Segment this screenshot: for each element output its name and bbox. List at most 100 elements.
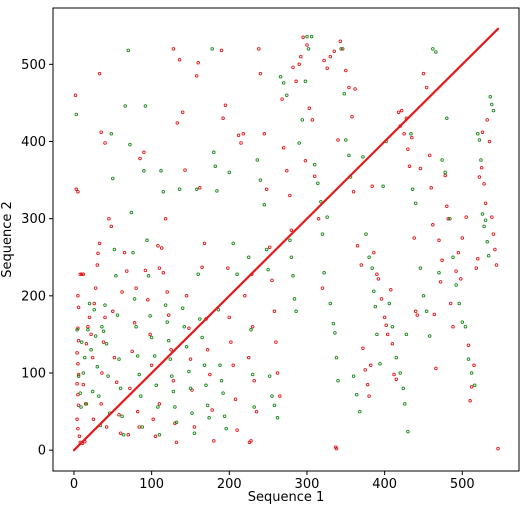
data-point [202,241,207,246]
data-point [114,380,119,385]
data-point [202,363,207,368]
data-point [446,216,451,221]
data-point [469,385,474,389]
data-point [300,118,305,122]
data-point [354,392,359,397]
data-point [90,355,95,360]
data-point [198,186,202,190]
data-point [297,62,301,67]
data-point [114,274,118,278]
data-point [76,189,80,194]
ticks-layer: 0 100 200 300 400 500 0 100 200 300 400 500 [21,58,475,492]
data-point [192,431,197,435]
data-point [275,371,280,375]
x-tick-label: 100 [139,477,164,492]
data-point [378,361,382,366]
data-point [151,417,155,422]
data-point [294,79,298,84]
data-point [123,104,127,108]
data-point [342,91,347,96]
x-axis-label: Sequence 1 [248,490,325,505]
data-point [252,405,256,409]
data-point [79,272,84,276]
data-point [177,187,182,192]
data-point [309,34,314,39]
data-point [270,394,274,398]
data-point [212,439,216,443]
data-point [76,426,80,431]
data-point [87,301,92,306]
data-point [174,420,179,425]
data-point [451,255,455,259]
data-point [445,116,449,121]
data-point [394,355,399,360]
data-point [258,71,263,76]
data-point [76,361,80,366]
data-point [89,332,93,337]
y-tick-label: 500 [21,58,46,73]
data-point [424,309,429,314]
data-point [418,266,423,270]
data-point [407,164,412,168]
data-point [299,54,303,59]
data-point [86,324,90,329]
data-point [219,378,224,383]
data-point [403,402,407,406]
data-point [96,251,100,256]
data-point [418,166,423,171]
data-point [252,378,256,383]
data-point [255,158,260,162]
data-point [409,132,413,136]
data-point [187,369,191,374]
data-point [483,201,488,205]
data-point [334,355,339,360]
data-point [99,402,103,406]
data-point [235,272,239,276]
data-point [483,218,488,222]
data-point [140,425,145,429]
data-point [79,405,83,409]
data-point [112,247,117,252]
data-point [301,35,305,40]
data-point [143,104,148,108]
data-point [280,97,284,101]
data-point [92,301,96,306]
data-point [250,324,255,329]
data-point [457,301,461,306]
data-point [334,446,339,451]
data-point [227,170,232,175]
data-point [336,378,340,383]
data-point [121,432,126,437]
data-point [84,341,89,346]
data-point [310,118,315,122]
data-point [367,394,371,398]
data-point [375,332,379,337]
data-point [291,274,295,278]
data-point [375,272,379,276]
data-point [218,363,222,368]
data-point [165,320,169,324]
data-point [180,306,185,310]
data-point [406,147,410,151]
y-axis-label: Sequence 2 [0,201,15,278]
data-point [278,394,282,398]
data-point [231,363,235,368]
data-point [168,357,173,361]
data-point [173,405,177,409]
data-point [398,371,402,375]
data-point [368,363,373,368]
data-point [153,434,158,439]
data-point [76,305,81,310]
data-point [128,142,132,147]
data-point [152,354,157,358]
data-point [448,301,453,306]
diagonal-line [72,27,500,452]
data-point [213,164,218,168]
data-point [390,324,395,329]
data-point [351,374,356,378]
data-point [83,355,87,360]
data-point [250,372,255,377]
data-point [325,66,329,70]
data-point [460,320,465,324]
data-point [229,340,233,344]
